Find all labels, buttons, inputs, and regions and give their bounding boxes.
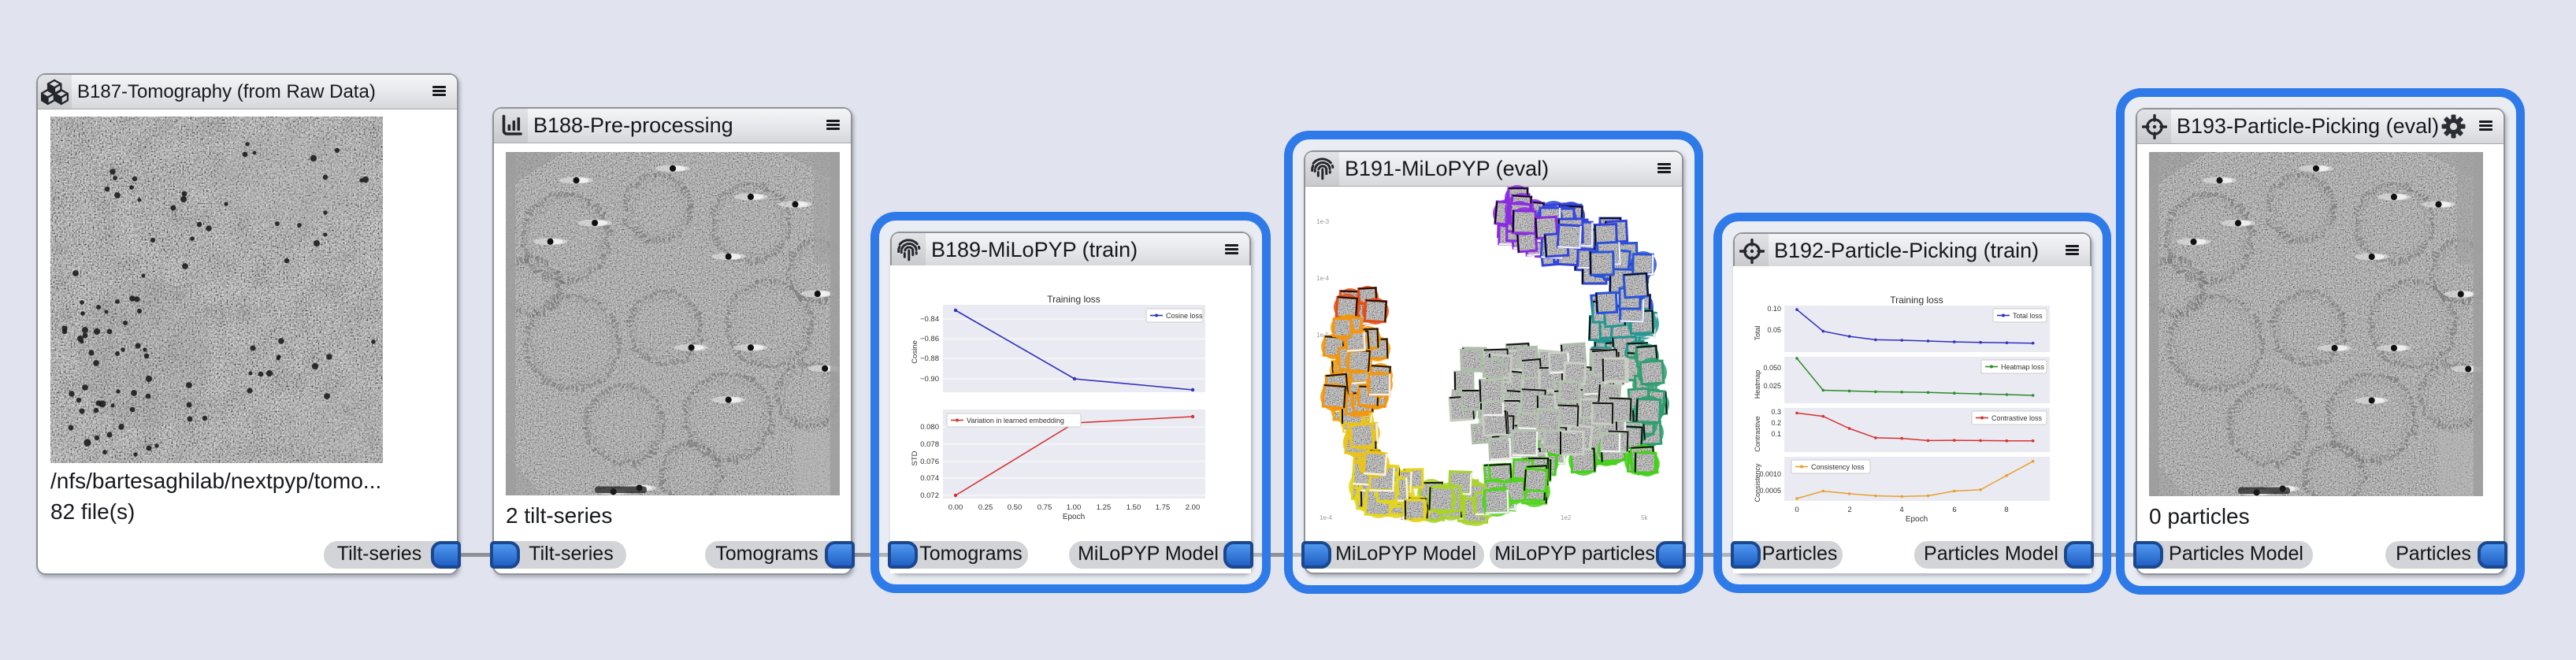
svg-text:Cosine loss: Cosine loss <box>1166 312 1203 320</box>
svg-text:Consistency: Consistency <box>1754 463 1761 502</box>
svg-text:0.10: 0.10 <box>1767 305 1781 313</box>
svg-text:−0.84: −0.84 <box>920 315 939 324</box>
svg-text:1.75: 1.75 <box>1156 503 1171 512</box>
svg-text:1e-3: 1e-3 <box>1316 218 1330 225</box>
svg-text:2.00: 2.00 <box>1186 503 1201 512</box>
svg-text:0.2: 0.2 <box>1771 419 1781 427</box>
svg-text:Variation in learned embedding: Variation in learned embedding <box>967 417 1064 425</box>
svg-text:0.00: 0.00 <box>948 503 963 512</box>
svg-text:1e-2: 1e-2 <box>1400 514 1413 521</box>
svg-text:Epoch: Epoch <box>1063 513 1085 521</box>
svg-text:6: 6 <box>1952 506 1956 514</box>
svg-text:0.080: 0.080 <box>920 423 939 432</box>
svg-text:0.3: 0.3 <box>1771 408 1781 416</box>
svg-text:Contrastive: Contrastive <box>1754 416 1761 452</box>
svg-text:0.25: 0.25 <box>978 503 993 512</box>
svg-text:−0.86: −0.86 <box>920 335 939 343</box>
svg-text:Contrastive loss: Contrastive loss <box>1991 414 2043 422</box>
svg-text:0.076: 0.076 <box>920 458 939 466</box>
svg-text:Consistency loss: Consistency loss <box>1811 463 1865 471</box>
svg-text:Heatmap loss: Heatmap loss <box>2001 363 2045 371</box>
svg-text:Heatmap: Heatmap <box>1754 370 1761 399</box>
svg-text:0.1: 0.1 <box>1771 430 1781 438</box>
svg-text:2: 2 <box>1847 506 1851 514</box>
svg-text:Epoch: Epoch <box>1906 515 1928 524</box>
svg-text:1e-4: 1e-4 <box>1320 514 1333 521</box>
svg-text:0: 0 <box>1795 506 1798 514</box>
svg-text:1e-5: 1e-5 <box>1316 332 1330 339</box>
svg-text:0.05: 0.05 <box>1767 326 1781 334</box>
svg-text:0.074: 0.074 <box>920 474 939 483</box>
svg-text:Training loss: Training loss <box>1890 295 1943 306</box>
svg-text:0.050: 0.050 <box>1763 364 1781 372</box>
svg-text:5k: 5k <box>1641 514 1648 521</box>
svg-text:0.0005: 0.0005 <box>1759 487 1781 495</box>
svg-text:Total loss: Total loss <box>2013 312 2043 320</box>
svg-text:1.00: 1.00 <box>1067 503 1082 512</box>
svg-text:−0.90: −0.90 <box>920 375 939 384</box>
svg-text:Training loss: Training loss <box>1047 294 1101 305</box>
svg-text:0.0010: 0.0010 <box>1759 470 1781 478</box>
svg-text:0.025: 0.025 <box>1763 382 1781 390</box>
svg-text:0.50: 0.50 <box>1008 503 1023 512</box>
svg-text:Total: Total <box>1754 325 1761 340</box>
svg-text:0.75: 0.75 <box>1037 503 1052 512</box>
svg-text:STD: STD <box>911 451 919 465</box>
svg-text:1e-4: 1e-4 <box>1316 275 1330 282</box>
svg-text:1: 1 <box>1480 514 1484 521</box>
svg-text:0.078: 0.078 <box>920 440 939 449</box>
svg-text:8: 8 <box>2004 506 2008 514</box>
svg-text:1.50: 1.50 <box>1127 503 1141 512</box>
svg-text:1e2: 1e2 <box>1561 514 1572 521</box>
svg-text:Cosine: Cosine <box>911 340 919 364</box>
svg-text:4: 4 <box>1899 506 1903 514</box>
svg-text:1.25: 1.25 <box>1097 503 1112 512</box>
svg-text:0.072: 0.072 <box>920 491 939 500</box>
svg-text:−0.88: −0.88 <box>920 354 939 363</box>
